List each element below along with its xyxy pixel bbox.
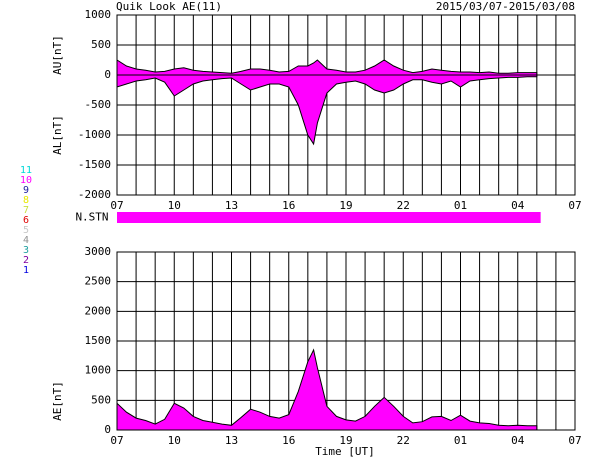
- station-bar: [117, 212, 541, 223]
- x-tick-label: 10: [168, 199, 181, 212]
- title: Quik Look AE(11): [116, 0, 222, 13]
- area: [116, 59, 538, 76]
- y-tick-label: -1000: [78, 128, 111, 141]
- y-tick-label: 1500: [85, 334, 112, 347]
- station-legend: 4: [23, 235, 29, 246]
- x-tick-label: 13: [225, 199, 238, 212]
- x-tick-label: 10: [168, 434, 181, 447]
- y-tick-label: 1000: [85, 8, 112, 21]
- date-range: 2015/03/07-2015/03/08: [436, 0, 575, 13]
- x-tick-label: 01: [454, 434, 467, 447]
- x-tick-label: 16: [282, 199, 295, 212]
- y-tick-label: 0: [104, 68, 111, 81]
- station-legend: 2: [23, 255, 29, 266]
- station-legend: 6: [23, 215, 29, 226]
- x-tick-label: 16: [282, 434, 295, 447]
- y-label: AL[nT]: [51, 115, 64, 155]
- y-tick-label: 500: [91, 393, 111, 406]
- station-legend: 3: [23, 245, 29, 256]
- station-legend: 5: [23, 225, 29, 236]
- station-legend: 11: [20, 165, 32, 176]
- x-tick-label: 04: [511, 199, 525, 212]
- x-label: Time [UT]: [315, 445, 375, 458]
- plot-frame: [116, 14, 576, 196]
- x-tick-label: 19: [339, 199, 352, 212]
- x-tick-label: 07: [568, 434, 581, 447]
- area: [116, 74, 538, 146]
- y-tick-label: 1000: [85, 364, 112, 377]
- station-legend: 9: [23, 185, 29, 196]
- y-label: AE[nT]: [51, 381, 64, 421]
- x-tick-label: 19: [339, 434, 352, 447]
- station-legend: 7: [23, 205, 29, 216]
- y-tick-label: 0: [104, 423, 111, 436]
- station-legend: 8: [23, 195, 29, 206]
- x-tick-label: 04: [511, 434, 525, 447]
- y-tick-label: 3000: [85, 245, 112, 258]
- y-tick-label: 500: [91, 38, 111, 51]
- x-tick-label: 07: [110, 199, 123, 212]
- station-legend: 1: [23, 265, 29, 276]
- x-tick-label: 22: [397, 199, 410, 212]
- area: [116, 348, 538, 431]
- y-tick-label: -1500: [78, 158, 111, 171]
- y-tick-label: 2000: [85, 304, 112, 317]
- y-label: N.STN: [75, 211, 108, 224]
- x-tick-label: 07: [110, 434, 123, 447]
- x-tick-label: 07: [568, 199, 581, 212]
- y-tick-label: -2000: [78, 188, 111, 201]
- y-tick-label: 2500: [85, 275, 112, 288]
- station-legend: 10: [20, 175, 32, 186]
- x-tick-label: 22: [397, 434, 410, 447]
- x-tick-label: 01: [454, 199, 467, 212]
- y-tick-label: -500: [85, 98, 112, 111]
- y-label: AU[nT]: [51, 35, 64, 75]
- x-tick-label: 13: [225, 434, 238, 447]
